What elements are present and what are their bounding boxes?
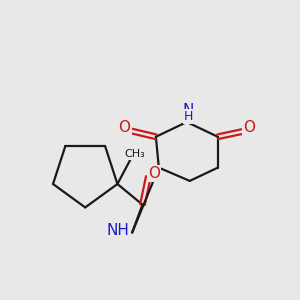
Text: CH₃: CH₃ (124, 149, 145, 159)
Text: O: O (118, 120, 130, 135)
Text: N: N (183, 103, 194, 118)
Text: O: O (243, 120, 255, 135)
Text: O: O (148, 166, 160, 181)
Text: H: H (184, 110, 193, 123)
Text: NH: NH (106, 223, 130, 238)
